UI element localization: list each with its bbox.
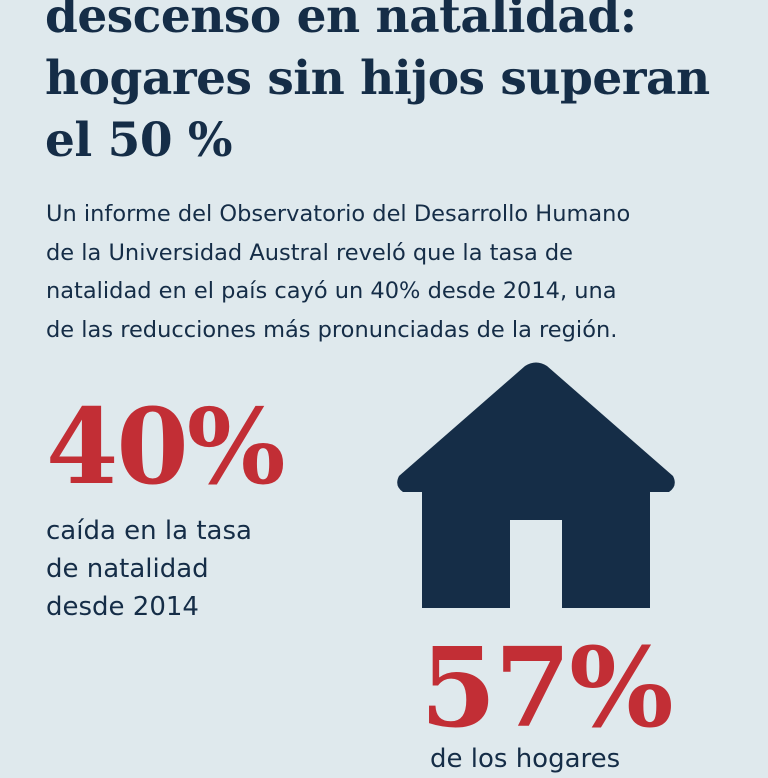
households-stat-value: 57%	[420, 623, 674, 752]
birth-rate-stat: 40% caída en la tasa de natalidad desde …	[46, 388, 346, 626]
headline: descenso en natalidad: hogares sin hijos…	[45, 0, 745, 172]
birth-rate-caption-line-2: de natalidad	[46, 554, 209, 584]
lede-line-2: de la Universidad Austral reveló que la …	[46, 239, 574, 266]
headline-line-1: descenso en natalidad:	[45, 0, 637, 44]
lede-paragraph: Un informe del Observatorio del Desarrol…	[46, 195, 746, 349]
headline-line-3: el 50 %	[45, 113, 233, 168]
house-icon-shape	[397, 362, 675, 608]
households-stat: 57% de los hogares	[420, 623, 674, 775]
house-icon	[397, 362, 675, 608]
headline-line-2: hogares sin hijos superan	[45, 51, 710, 106]
birth-rate-caption-line-3: desde 2014	[46, 592, 199, 622]
lede-line-1: Un informe del Observatorio del Desarrol…	[46, 201, 631, 227]
birth-rate-caption-line-1: caída en la tasa	[46, 516, 252, 546]
birth-rate-stat-value: 40%	[46, 385, 286, 508]
lede-line-4: de las reducciones más pronunciadas de l…	[46, 316, 618, 343]
households-stat-caption: de los hogares	[430, 740, 760, 778]
lede-line-3: natalidad en el país cayó un 40% desde 2…	[46, 278, 617, 304]
households-caption-line-1: de los hogares	[430, 744, 621, 774]
birth-rate-stat-caption: caída en la tasa de natalidad desde 2014	[46, 512, 346, 626]
